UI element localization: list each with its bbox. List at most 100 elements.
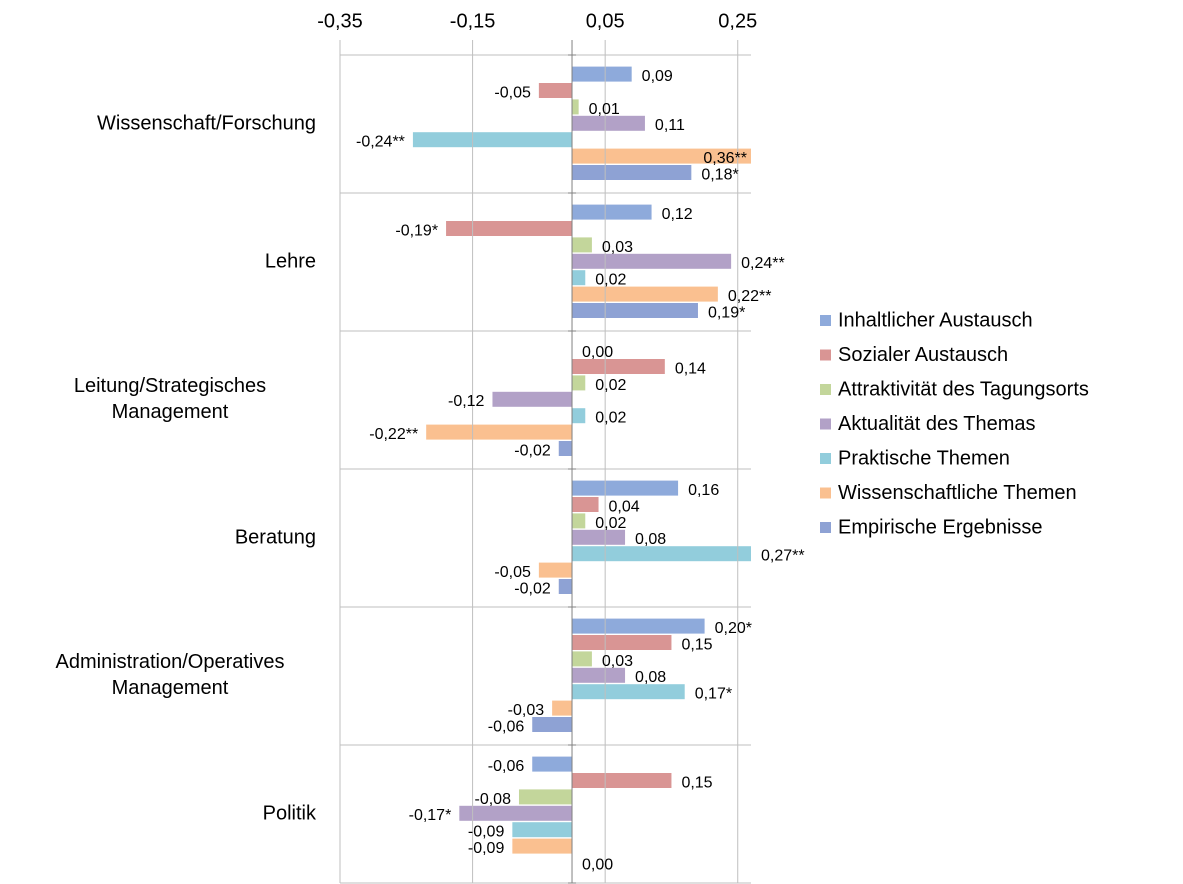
value-label: 0,08 <box>635 669 666 686</box>
value-label: 0,24** <box>741 255 785 272</box>
value-label: 0,12 <box>662 206 693 223</box>
bar <box>558 579 573 594</box>
legend-label: Sozialer Austausch <box>838 344 1008 366</box>
bar <box>572 115 645 131</box>
value-label: 0,08 <box>635 531 666 548</box>
y-tick-label: Administration/Operatives Management <box>56 651 285 699</box>
legend-label: Attraktivität des Tagungsorts <box>838 378 1089 400</box>
value-label: 0,15 <box>681 636 712 653</box>
bar <box>572 359 665 374</box>
value-label: -0,05 <box>494 564 531 581</box>
value-label: -0,02 <box>514 442 551 459</box>
bar <box>572 497 599 512</box>
value-label: -0,12 <box>448 393 485 410</box>
bar <box>532 756 573 772</box>
value-label: -0,24** <box>356 134 405 151</box>
y-tick-label: Politik <box>263 802 317 824</box>
value-label: -0,03 <box>508 702 545 719</box>
legend-swatch <box>820 522 831 533</box>
value-label: 0,17* <box>695 686 732 703</box>
bar <box>446 221 573 236</box>
bar <box>572 684 685 700</box>
value-label: 0,20* <box>715 620 752 637</box>
value-label: 0,02 <box>595 272 626 289</box>
x-tick-label: 0,25 <box>718 10 757 32</box>
bar <box>572 286 718 302</box>
bar <box>426 424 573 440</box>
legend-label: Aktualität des Themas <box>838 413 1036 435</box>
bar <box>538 83 573 98</box>
value-label: -0,17* <box>409 807 452 824</box>
value-label: 0,02 <box>595 515 626 532</box>
bar <box>572 635 672 650</box>
value-label: 0,19* <box>708 304 745 321</box>
bar <box>538 562 573 578</box>
legend-swatch <box>820 349 831 361</box>
bar <box>532 717 573 732</box>
legend-swatch <box>820 418 831 430</box>
value-label: -0,06 <box>488 758 525 775</box>
bar <box>518 789 573 805</box>
value-label: 0,11 <box>655 117 685 134</box>
bar <box>412 132 573 148</box>
bar <box>572 667 626 683</box>
bar <box>558 441 573 456</box>
legend-label: Wissenschaftliche Themen <box>838 482 1077 504</box>
value-label: 0,00 <box>582 344 613 361</box>
bar <box>572 375 586 391</box>
value-label: -0,05 <box>494 84 531 101</box>
value-label: 0,27** <box>761 548 805 565</box>
value-label: -0,09 <box>468 824 505 841</box>
bar <box>512 838 573 854</box>
bar <box>572 253 732 269</box>
plot-area <box>412 66 751 854</box>
bar <box>512 822 573 838</box>
y-tick-label: Leitung/Strategisches Management <box>74 375 266 423</box>
bar <box>572 529 626 545</box>
bar <box>572 99 579 115</box>
bar <box>572 148 751 164</box>
value-label: 0,15 <box>681 774 712 791</box>
bar <box>572 270 586 286</box>
value-label: -0,19* <box>395 222 438 239</box>
bar <box>572 513 586 529</box>
value-label: -0,22** <box>369 426 418 443</box>
legend-swatch <box>820 487 831 499</box>
bar <box>492 391 573 407</box>
legend-label: Inhaltlicher Austausch <box>838 309 1033 331</box>
bar <box>572 651 592 667</box>
bar <box>572 165 692 180</box>
bar <box>572 303 698 318</box>
value-label: -0,02 <box>514 580 551 597</box>
value-label: 0,03 <box>602 239 633 256</box>
legend-swatch <box>820 315 831 326</box>
value-label: 0,09 <box>642 68 673 85</box>
bar <box>572 546 751 562</box>
value-label: 0,04 <box>609 498 640 515</box>
value-label: 0,36** <box>703 150 747 167</box>
bar <box>572 773 672 788</box>
y-tick-label: Lehre <box>265 250 316 272</box>
value-label: -0,09 <box>468 840 505 857</box>
bar <box>572 618 705 634</box>
x-tick-label: -0,15 <box>450 10 496 32</box>
value-label: 0,16 <box>688 482 719 499</box>
value-label: 0,02 <box>595 377 626 394</box>
bar <box>459 805 573 821</box>
value-label: 0,02 <box>595 410 626 427</box>
value-label: -0,06 <box>488 718 525 735</box>
value-label: 0,22** <box>728 288 772 305</box>
bar <box>572 408 586 424</box>
value-label: 0,03 <box>602 653 633 670</box>
bar <box>552 700 573 716</box>
bar <box>572 204 652 220</box>
legend-swatch <box>820 384 831 395</box>
legend-swatch <box>820 453 831 464</box>
x-tick-label: 0,05 <box>586 10 625 32</box>
legend-label: Empirische Ergebnisse <box>838 516 1043 538</box>
y-tick-label: Wissenschaft/Forschung <box>97 112 316 134</box>
y-tick-label: Beratung <box>235 526 316 548</box>
legend-label: Praktische Themen <box>838 447 1010 469</box>
bar <box>572 480 679 496</box>
